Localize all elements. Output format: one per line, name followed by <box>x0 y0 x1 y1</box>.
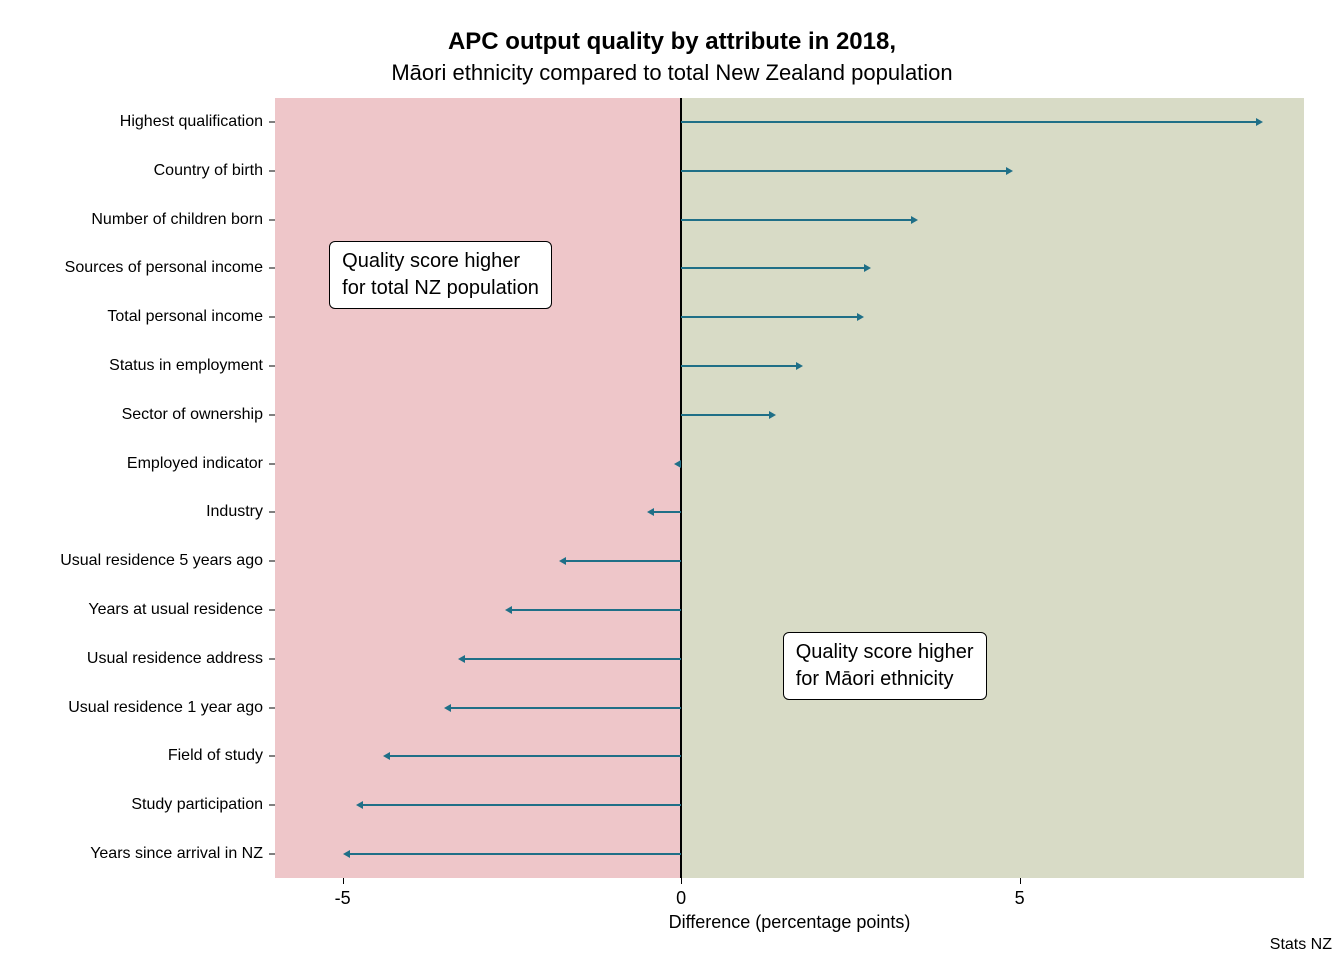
y-axis-tick <box>269 366 275 367</box>
x-axis-tick-label: 0 <box>676 888 686 909</box>
lollipop-stem <box>681 414 769 416</box>
y-axis-label: Usual residence 5 years ago <box>60 552 263 570</box>
lollipop-stem <box>681 316 857 318</box>
y-axis-tick <box>269 170 275 171</box>
y-axis-label: Status in employment <box>109 357 263 375</box>
zero-reference-line <box>680 98 682 878</box>
arrow-icon <box>1256 118 1263 126</box>
annotation-right: Quality score higherfor Māori ethnicity <box>783 632 987 700</box>
arrow-icon <box>864 264 871 272</box>
y-axis-tick <box>269 756 275 757</box>
lollipop-stem <box>363 804 681 806</box>
x-axis-tick-label: 5 <box>1015 888 1025 909</box>
y-axis-tick <box>269 317 275 318</box>
y-axis-tick <box>269 805 275 806</box>
lollipop-stem <box>681 121 1256 123</box>
arrow-icon <box>647 508 654 516</box>
y-axis-tick <box>269 463 275 464</box>
lollipop-stem <box>654 511 681 513</box>
y-axis-tick <box>269 512 275 513</box>
annotation-left: Quality score higherfor total NZ populat… <box>329 241 552 309</box>
arrow-icon <box>383 752 390 760</box>
lollipop-stem <box>681 267 864 269</box>
x-axis-title: Difference (percentage points) <box>669 912 911 933</box>
y-axis-label: Number of children born <box>91 211 263 229</box>
arrow-icon <box>356 801 363 809</box>
y-axis-tick <box>269 658 275 659</box>
y-axis-label: Highest qualification <box>120 113 263 131</box>
lollipop-stem <box>390 755 681 757</box>
x-axis-tick <box>1020 878 1021 884</box>
bg-right-shade <box>681 98 1304 878</box>
lollipop-stem <box>681 170 1006 172</box>
y-axis-label: Industry <box>206 503 263 521</box>
arrow-icon <box>343 850 350 858</box>
y-axis-label: Total personal income <box>107 308 263 326</box>
lollipop-stem <box>451 707 681 709</box>
y-axis-tick <box>269 707 275 708</box>
x-axis-tick <box>681 878 682 884</box>
arrow-icon <box>559 557 566 565</box>
y-axis-label: Employed indicator <box>127 455 263 473</box>
y-axis-tick <box>269 414 275 415</box>
y-axis-tick <box>269 610 275 611</box>
lollipop-stem <box>566 560 681 562</box>
arrow-icon <box>769 411 776 419</box>
y-axis-label: Years at usual residence <box>88 601 263 619</box>
y-axis-tick <box>269 122 275 123</box>
x-axis-tick-label: -5 <box>335 888 351 909</box>
lollipop-stem <box>350 853 681 855</box>
y-axis-tick <box>269 219 275 220</box>
y-axis-tick <box>269 268 275 269</box>
chart-subtitle: Māori ethnicity compared to total New Ze… <box>0 60 1344 86</box>
arrow-icon <box>1006 167 1013 175</box>
lollipop-stem <box>681 365 796 367</box>
arrow-icon <box>857 313 864 321</box>
x-axis-tick <box>343 878 344 884</box>
y-axis-label: Country of birth <box>154 162 263 180</box>
arrow-icon <box>505 606 512 614</box>
y-axis-tick <box>269 854 275 855</box>
y-axis-tick <box>269 561 275 562</box>
arrow-icon <box>458 655 465 663</box>
y-axis-label: Years since arrival in NZ <box>90 845 263 863</box>
credit-text: Stats NZ <box>1270 936 1332 954</box>
arrow-icon <box>796 362 803 370</box>
annotation-line: for Māori ethnicity <box>796 666 974 693</box>
lollipop-stem <box>465 658 681 660</box>
arrow-icon <box>674 460 681 468</box>
y-axis-label: Field of study <box>168 747 263 765</box>
annotation-line: for total NZ population <box>342 275 539 302</box>
lollipop-stem <box>681 219 911 221</box>
annotation-line: Quality score higher <box>342 248 539 275</box>
arrow-icon <box>911 216 918 224</box>
chart-stage: APC output quality by attribute in 2018,… <box>0 0 1344 960</box>
chart-title: APC output quality by attribute in 2018, <box>0 28 1344 56</box>
y-axis-label: Sources of personal income <box>65 259 263 277</box>
bg-left-shade <box>275 98 681 878</box>
annotation-line: Quality score higher <box>796 639 974 666</box>
y-axis-label: Usual residence 1 year ago <box>68 699 263 717</box>
y-axis-label: Sector of ownership <box>122 406 263 424</box>
plot-area: Quality score higherfor total NZ populat… <box>275 98 1304 878</box>
y-axis-label: Usual residence address <box>87 650 263 668</box>
lollipop-stem <box>512 609 681 611</box>
y-axis-label: Study participation <box>131 796 263 814</box>
arrow-icon <box>444 704 451 712</box>
